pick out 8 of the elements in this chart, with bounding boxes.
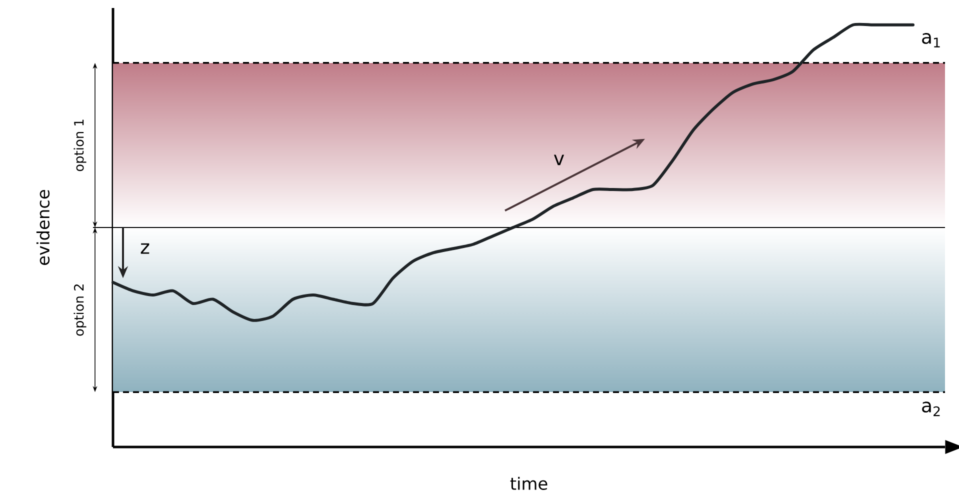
ref-line-label: a$_{2}$ (922, 402, 940, 416)
y-axis-title: evidence (36, 190, 50, 265)
ref-line-label: a$_{1}$ (922, 33, 940, 48)
annotation: v (554, 154, 564, 166)
band-label: option 2 (74, 284, 86, 336)
band-label: option 1 (74, 120, 86, 172)
annotation: z (140, 243, 150, 254)
x-axis-title: time (510, 476, 548, 490)
